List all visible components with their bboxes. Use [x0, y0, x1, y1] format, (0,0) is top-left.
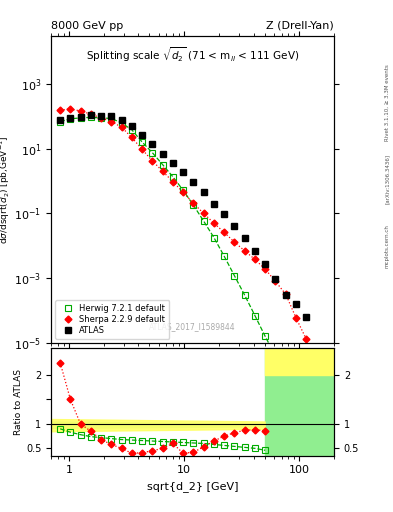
Text: [arXiv:1306.3436]: [arXiv:1306.3436] [385, 154, 389, 204]
Sherpa 2.2.9 default [99, 115, 103, 121]
Sherpa 2.2.9 default [201, 210, 206, 217]
ATLAS [129, 123, 134, 130]
ATLAS [253, 248, 257, 254]
ATLAS [181, 169, 185, 175]
Herwig 7.2.1 default [99, 115, 103, 121]
ATLAS [191, 179, 196, 185]
Sherpa 2.2.9 default [88, 111, 93, 117]
Sherpa 2.2.9 default [140, 146, 144, 153]
Sherpa 2.2.9 default [171, 179, 175, 185]
Herwig 7.2.1 default [232, 272, 237, 279]
Sherpa 2.2.9 default [191, 200, 196, 206]
ATLAS [140, 132, 144, 138]
Y-axis label: Ratio to ATLAS: Ratio to ATLAS [14, 369, 23, 435]
ATLAS [211, 201, 216, 207]
ATLAS [88, 112, 93, 118]
Herwig 7.2.1 default [58, 118, 62, 124]
Legend: Herwig 7.2.1 default, Sherpa 2.2.9 default, ATLAS: Herwig 7.2.1 default, Sherpa 2.2.9 defau… [55, 300, 169, 339]
Herwig 7.2.1 default [263, 333, 268, 339]
ATLAS [263, 261, 268, 267]
Herwig 7.2.1 default [191, 202, 196, 208]
Text: Z (Drell-Yan): Z (Drell-Yan) [266, 20, 334, 31]
Herwig 7.2.1 default [129, 126, 134, 133]
Sherpa 2.2.9 default [78, 108, 83, 114]
Text: mcplots.cern.ch: mcplots.cern.ch [385, 224, 389, 268]
ATLAS [58, 117, 62, 123]
ATLAS [171, 160, 175, 166]
Sherpa 2.2.9 default [283, 291, 288, 297]
Herwig 7.2.1 default [242, 292, 247, 298]
Sherpa 2.2.9 default [68, 106, 73, 112]
ATLAS [232, 223, 237, 229]
Herwig 7.2.1 default [160, 161, 165, 167]
Herwig 7.2.1 default [253, 312, 257, 318]
Sherpa 2.2.9 default [109, 118, 114, 124]
Sherpa 2.2.9 default [58, 107, 62, 113]
ATLAS [119, 117, 124, 123]
Text: Splitting scale $\sqrt{d_2}$ (71 < m$_{ll}$ < 111 GeV): Splitting scale $\sqrt{d_2}$ (71 < m$_{l… [86, 45, 299, 64]
ATLAS [99, 113, 103, 119]
ATLAS [283, 292, 288, 298]
Herwig 7.2.1 default [119, 120, 124, 126]
Herwig 7.2.1 default [109, 115, 114, 121]
Text: 8000 GeV pp: 8000 GeV pp [51, 20, 123, 31]
Sherpa 2.2.9 default [129, 134, 134, 140]
Sherpa 2.2.9 default [273, 279, 278, 285]
X-axis label: sqrt{d_2} [GeV]: sqrt{d_2} [GeV] [147, 481, 238, 492]
Herwig 7.2.1 default [283, 372, 288, 378]
Sherpa 2.2.9 default [119, 124, 124, 130]
Herwig 7.2.1 default [201, 218, 206, 224]
ATLAS [78, 114, 83, 120]
ATLAS [201, 189, 206, 195]
Herwig 7.2.1 default [150, 150, 155, 156]
Y-axis label: d$\sigma$/dsqrt($\overline{d_2}$) [pb,GeV$^{-1}$]: d$\sigma$/dsqrt($\overline{d_2}$) [pb,Ge… [0, 135, 11, 244]
Line: Herwig 7.2.1 default: Herwig 7.2.1 default [57, 114, 309, 418]
Herwig 7.2.1 default [294, 392, 298, 398]
Line: Sherpa 2.2.9 default: Sherpa 2.2.9 default [58, 106, 309, 342]
Sherpa 2.2.9 default [211, 220, 216, 226]
Herwig 7.2.1 default [181, 187, 185, 193]
ATLAS [150, 141, 155, 147]
Sherpa 2.2.9 default [222, 229, 226, 236]
Sherpa 2.2.9 default [150, 158, 155, 164]
ATLAS [109, 113, 114, 119]
ATLAS [294, 301, 298, 307]
Herwig 7.2.1 default [211, 234, 216, 241]
Text: ATLAS_2017_I1589844: ATLAS_2017_I1589844 [149, 322, 236, 331]
Sherpa 2.2.9 default [294, 315, 298, 321]
Sherpa 2.2.9 default [232, 239, 237, 245]
Sherpa 2.2.9 default [253, 257, 257, 263]
Herwig 7.2.1 default [273, 353, 278, 359]
Sherpa 2.2.9 default [263, 266, 268, 272]
ATLAS [222, 211, 226, 217]
Sherpa 2.2.9 default [160, 168, 165, 174]
ATLAS [304, 314, 309, 320]
Herwig 7.2.1 default [304, 412, 309, 418]
Sherpa 2.2.9 default [304, 336, 309, 343]
ATLAS [68, 115, 73, 121]
Bar [264, 348, 334, 456]
Line: ATLAS: ATLAS [57, 112, 310, 320]
Herwig 7.2.1 default [78, 115, 83, 121]
Herwig 7.2.1 default [88, 114, 93, 120]
Text: Rivet 3.1.10, ≥ 3.3M events: Rivet 3.1.10, ≥ 3.3M events [385, 64, 389, 141]
ATLAS [160, 151, 165, 157]
ATLAS [242, 234, 247, 241]
Sherpa 2.2.9 default [181, 189, 185, 195]
Sherpa 2.2.9 default [242, 248, 247, 254]
Herwig 7.2.1 default [222, 253, 226, 259]
Herwig 7.2.1 default [140, 139, 144, 145]
Herwig 7.2.1 default [171, 174, 175, 180]
ATLAS [273, 276, 278, 283]
Herwig 7.2.1 default [68, 116, 73, 122]
